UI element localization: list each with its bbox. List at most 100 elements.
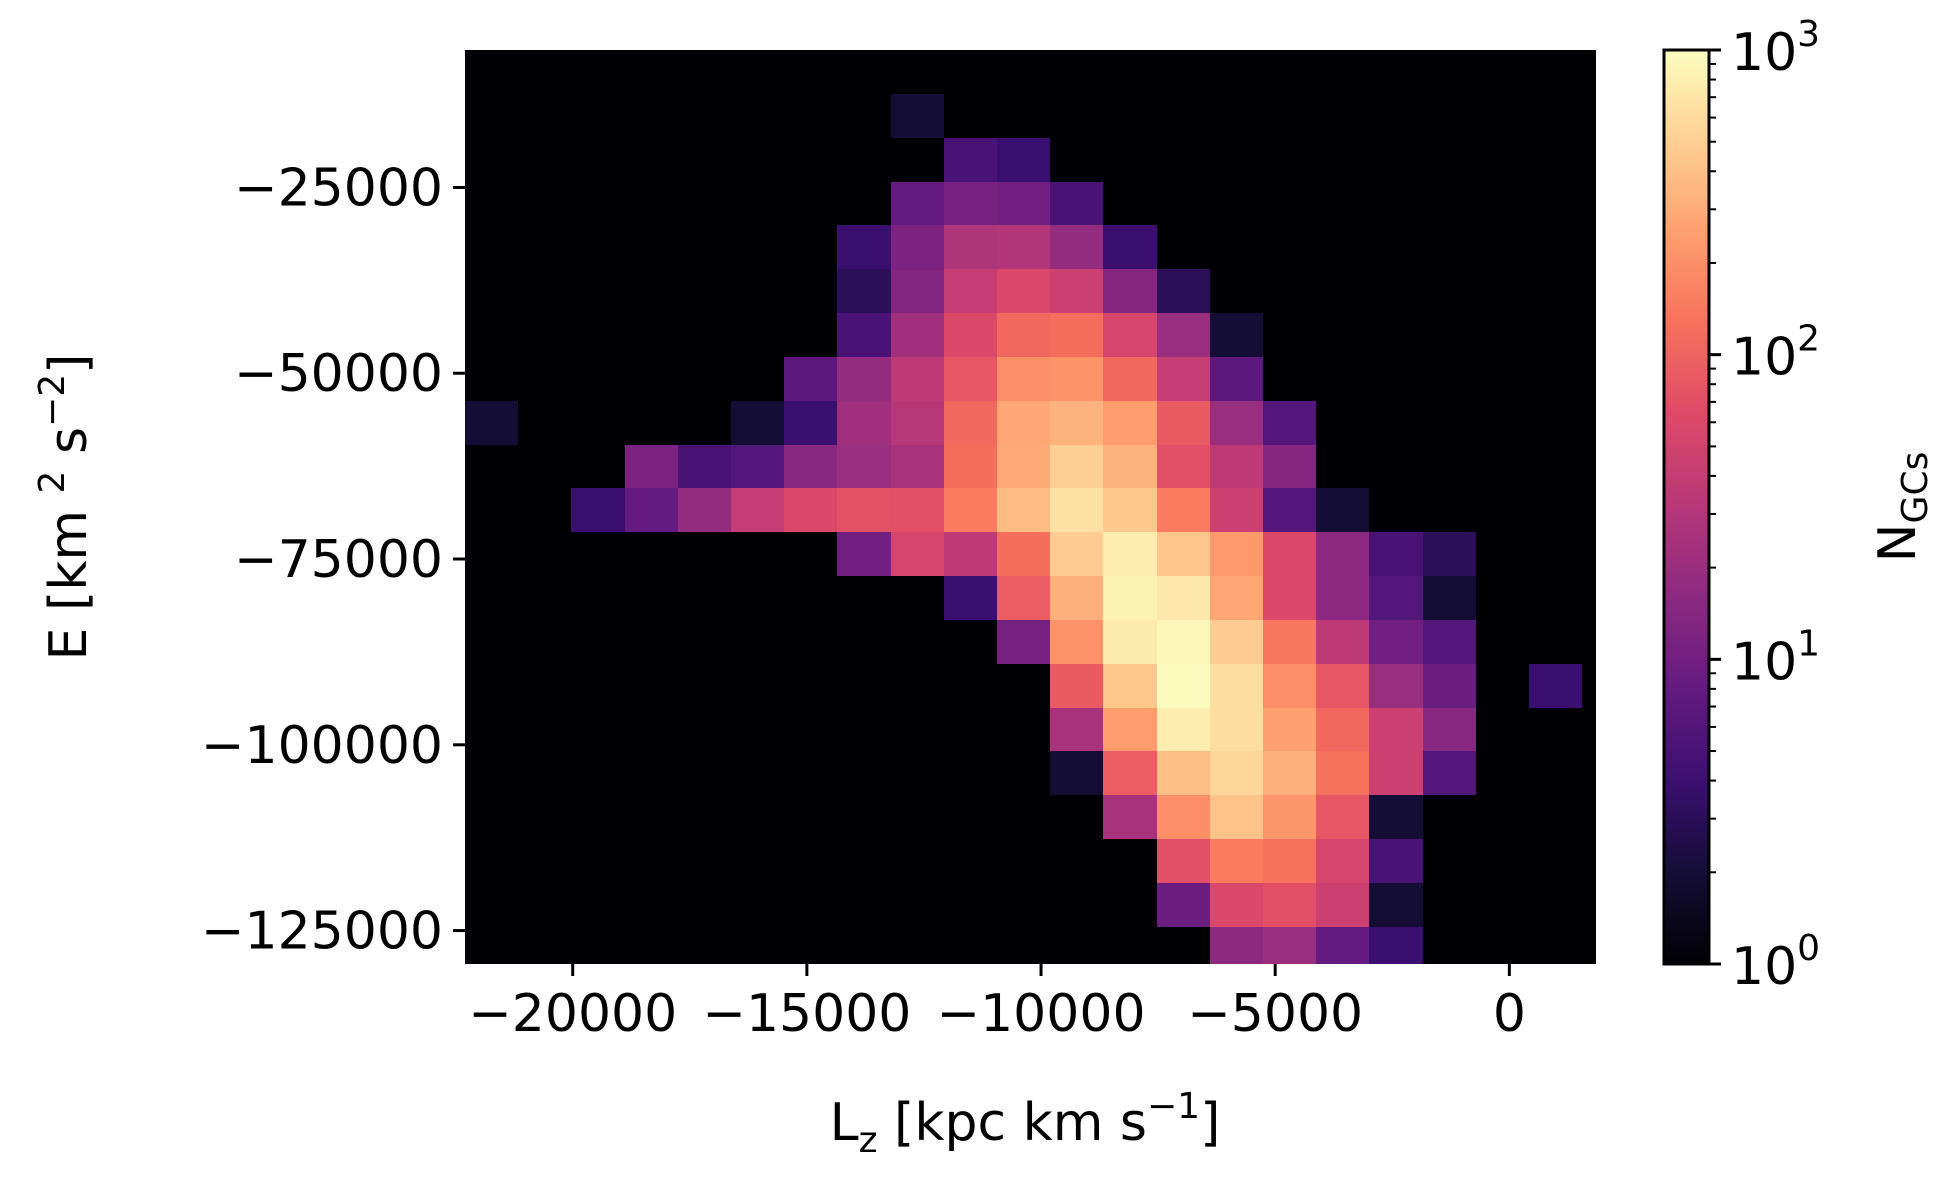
heatmap-cell xyxy=(1103,357,1157,401)
heatmap-cell xyxy=(1103,225,1157,269)
x-tick-label: −5000 xyxy=(1187,984,1363,1044)
heatmap-cell xyxy=(1423,576,1476,620)
heatmap-cell xyxy=(837,488,891,532)
heatmap-cell xyxy=(1210,883,1263,927)
heatmap-cell xyxy=(1369,927,1423,964)
heatmap-cell xyxy=(997,182,1050,225)
x-tick-label: 0 xyxy=(1493,984,1526,1044)
heatmap-cell xyxy=(1369,664,1423,708)
heatmap-cell xyxy=(997,138,1050,182)
heatmap-cell xyxy=(1263,532,1316,576)
heatmap-cell xyxy=(1210,708,1263,751)
heatmap-cell xyxy=(1103,576,1157,620)
heatmap-cell xyxy=(1157,401,1210,445)
heatmap-cell xyxy=(997,532,1050,576)
y-tick-label: −75000 xyxy=(234,530,443,590)
heatmap-cell xyxy=(1210,313,1263,357)
heatmap-cell xyxy=(891,182,944,225)
heatmap-cell xyxy=(1157,883,1210,927)
heatmap-cell xyxy=(1369,751,1423,795)
heatmap-cell xyxy=(1263,708,1316,751)
heatmap-cell xyxy=(997,401,1050,445)
heatmap-cell xyxy=(1210,445,1263,488)
heatmap-cell xyxy=(1103,664,1157,708)
heatmap-cell xyxy=(1369,839,1423,883)
heatmap-cell xyxy=(1263,839,1316,883)
heatmap-cell xyxy=(1369,620,1423,664)
colorbar-gradient xyxy=(1662,48,1711,966)
heatmap-cell xyxy=(1103,401,1157,445)
heatmap-cell xyxy=(944,532,997,576)
heatmap-cell xyxy=(1369,576,1423,620)
x-axis: −20000 −15000 −10000 −5000 0 xyxy=(468,964,1526,1044)
heatmap-cell xyxy=(997,269,1050,313)
heatmap-cell xyxy=(1103,708,1157,751)
heatmap-cell xyxy=(1210,751,1263,795)
heatmap-cell xyxy=(625,445,678,488)
heatmap-cell xyxy=(1103,751,1157,795)
plot-area xyxy=(465,50,1596,964)
heatmap-cell xyxy=(1263,795,1316,839)
y-tick-label: −25000 xyxy=(234,158,443,218)
heatmap-cell xyxy=(837,401,891,445)
heatmap-cell xyxy=(1369,795,1423,839)
heatmap-cell xyxy=(784,445,837,488)
heatmap-cell xyxy=(944,313,997,357)
heatmap-cell xyxy=(1316,532,1369,576)
heatmap-cell xyxy=(1263,401,1316,445)
heatmap-cell xyxy=(1050,664,1103,708)
heatmap-cell xyxy=(1369,883,1423,927)
heatmap-cell xyxy=(1210,401,1263,445)
heatmap-cell xyxy=(837,313,891,357)
heatmap-cell xyxy=(944,488,997,532)
heatmap-cell xyxy=(944,576,997,620)
heatmap-cell xyxy=(1103,488,1157,532)
heatmap-cell xyxy=(891,357,944,401)
heatmap-cell xyxy=(1476,620,1529,664)
heatmap-cell xyxy=(1103,532,1157,576)
heatmap-cell xyxy=(944,138,997,182)
heatmap-cell xyxy=(1103,445,1157,488)
heatmap-cells xyxy=(465,94,1582,964)
heatmap-cell xyxy=(997,576,1050,620)
heatmap-cell xyxy=(1263,620,1316,664)
heatmap-cell xyxy=(1316,708,1369,751)
heatmap-cell xyxy=(731,445,784,488)
heatmap-cell xyxy=(1050,225,1103,269)
heatmap-cell xyxy=(1316,620,1369,664)
heatmap-cell xyxy=(997,357,1050,401)
heatmap-cell xyxy=(944,269,997,313)
heatmap-cell xyxy=(1050,532,1103,576)
heatmap-cell xyxy=(1263,576,1316,620)
heatmap-cell xyxy=(837,445,891,488)
heatmap-cell xyxy=(1103,313,1157,357)
heatmap-cell xyxy=(678,445,731,488)
colorbar: 100 101 102 103 NGCs xyxy=(1662,14,1936,997)
x-tick-label: −10000 xyxy=(937,984,1146,1044)
y-tick-label: −125000 xyxy=(201,902,443,962)
heatmap-cell xyxy=(944,401,997,445)
heatmap-cell xyxy=(837,225,891,269)
heatmap-cell xyxy=(1050,269,1103,313)
heatmap-cell xyxy=(1157,445,1210,488)
heatmap-cell xyxy=(1157,839,1210,883)
heatmap-cell xyxy=(1157,488,1210,532)
heatmap-cell xyxy=(997,488,1050,532)
heatmap-cell xyxy=(1423,620,1476,664)
colorbar-tick-label: 101 xyxy=(1731,623,1820,692)
x-tick-label: −20000 xyxy=(468,984,677,1044)
heatmap-cell xyxy=(891,532,944,576)
heatmap-cell xyxy=(1210,620,1263,664)
colorbar-tick-label: 102 xyxy=(1731,319,1820,388)
heatmap-cell xyxy=(1050,401,1103,445)
x-axis-label: Lz [kpc km s−1] xyxy=(830,1086,1221,1161)
heatmap-cell xyxy=(1529,664,1582,708)
heatmap-cell xyxy=(1157,795,1210,839)
heatmap-cell xyxy=(1316,576,1369,620)
heatmap-cell xyxy=(944,182,997,225)
heatmap-cell xyxy=(1050,620,1103,664)
colorbar-label: NGCs xyxy=(1868,452,1936,563)
heatmap-cell xyxy=(1316,883,1369,927)
heatmap-cell xyxy=(1157,620,1210,664)
